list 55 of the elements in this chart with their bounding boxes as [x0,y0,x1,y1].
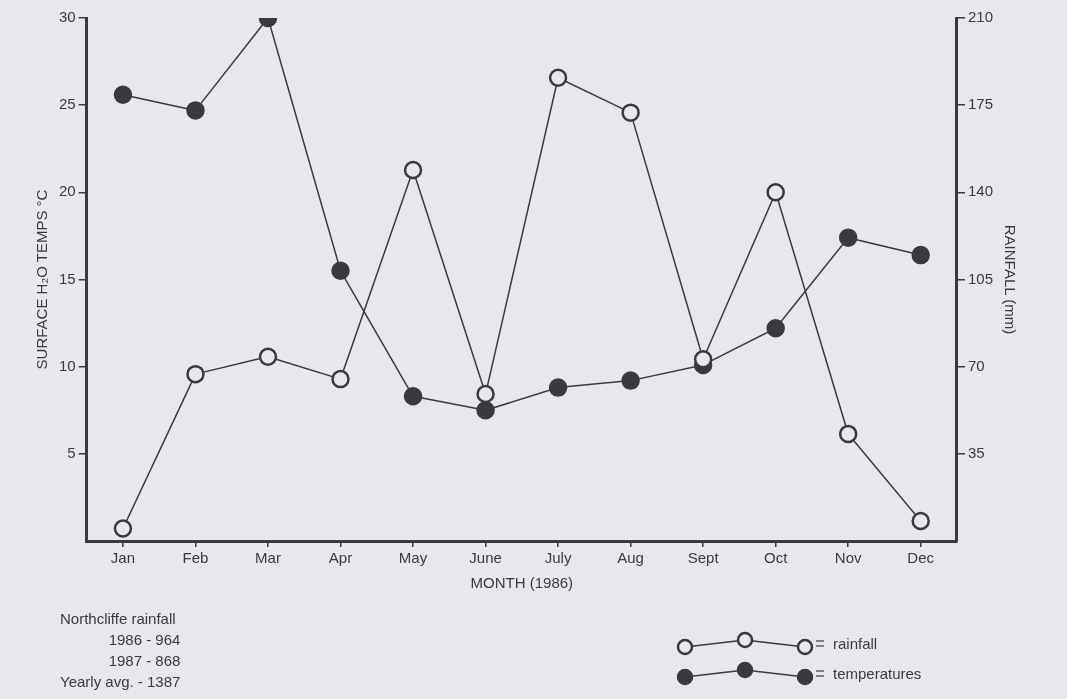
y-tick-label: 30 [59,8,76,26]
point [113,519,133,538]
y2-tick-label: 70 [967,356,985,374]
x-tick-label: May [398,549,428,567]
text: Northcliffe rainfall [60,609,177,629]
y2-tick-label: 105 [967,269,993,287]
point [548,68,568,88]
y2-axis-title: RAINFALL (mm) [1001,224,1019,335]
point [476,401,495,420]
x-tick-label: Nov [834,549,863,567]
point [331,369,350,389]
point [548,378,568,397]
x-tick-label: Sept [687,549,720,567]
point [113,85,133,104]
x-tick-label: Dec [907,549,935,567]
point [258,347,278,366]
point [911,245,930,265]
y2-tick-label: 175 [967,95,993,113]
legend-label: rainfall [833,634,878,652]
y-tick-label: 10 [59,356,76,374]
point [186,101,205,120]
x-tick-label: Mar [255,549,281,567]
text: 1986 - 964 [107,630,181,650]
point [693,349,713,369]
point [911,511,930,531]
point [476,384,495,404]
y-axis-title: SURFACE H₂O TEMPS °C [33,189,51,370]
x-axis-title: MONTH (1986) [470,574,574,592]
x-tick-label: July [544,549,572,567]
point [766,319,785,338]
x-tick-label: Apr [328,549,353,567]
point [186,364,205,384]
x-tick-label: Oct [763,549,789,567]
point [838,424,858,444]
text: Yearly avg. - 1387 [60,672,181,692]
point [403,387,423,406]
legend-label: temperatures [833,664,922,682]
y2-tick-label: 35 [967,443,985,461]
point [838,228,858,247]
y-tick-label: 5 [67,443,76,461]
y2-tick-label: 140 [967,182,993,200]
point [766,183,785,202]
y-tick-label: 25 [59,95,76,113]
x-tick-label: June [469,549,502,567]
x-tick-label: Jan [110,549,136,567]
y-tick-label: 20 [59,182,76,200]
point [621,371,640,390]
point [331,261,350,281]
y-tick-label: 15 [59,269,76,287]
point [621,103,640,122]
text: 1987 - 868 [107,651,181,671]
y2-tick-label: 210 [967,8,993,26]
x-tick-label: Feb [182,549,209,567]
point [403,160,423,180]
x-tick-label: Aug [617,549,644,567]
